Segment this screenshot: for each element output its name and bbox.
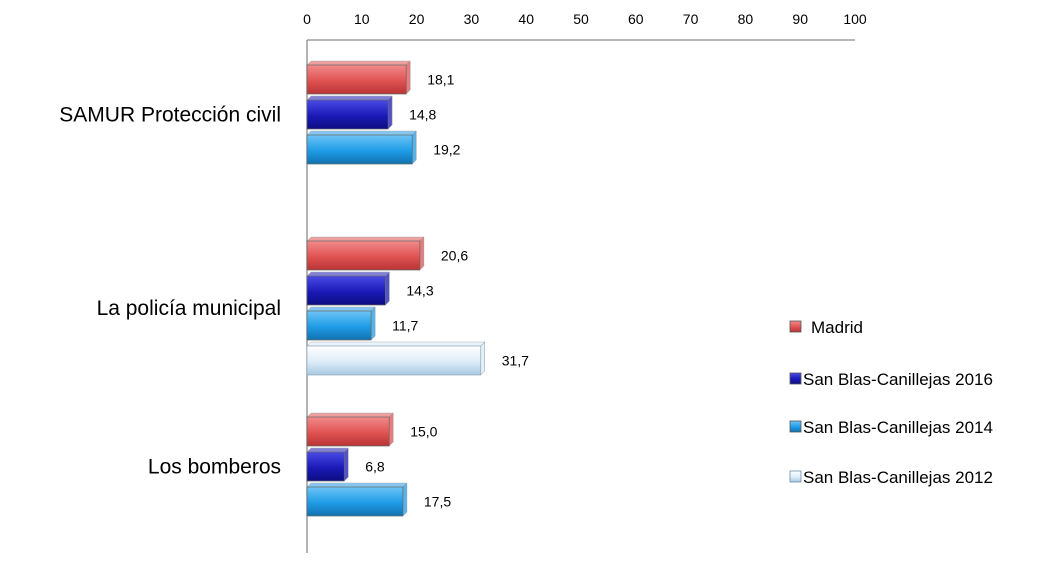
legend-item-san-blas-canillejas-2016: San Blas-Canillejas 2016	[789, 370, 993, 389]
data-label: 14,3	[406, 283, 433, 299]
bar-san-blas-canillejas-2014-samur-proteccion-civil	[306, 130, 417, 165]
x-tick-label: 40	[518, 11, 534, 27]
legend-label: Madrid	[811, 318, 863, 337]
data-label: 17,5	[424, 494, 451, 510]
x-tick-label: 80	[738, 11, 754, 27]
x-tick-label: 60	[628, 11, 644, 27]
legend-item-san-blas-canillejas-2012: San Blas-Canillejas 2012	[789, 468, 993, 487]
category-label-samur-proteccion-civil: SAMUR Protección civil	[59, 104, 281, 127]
data-label: 20,6	[441, 248, 468, 264]
bar-san-blas-canillejas-2014-los-bomberos	[306, 482, 408, 517]
bar-san-blas-canillejas-2012-la-policia-municipal	[306, 341, 486, 376]
category-label-los-bomberos: Los bomberos	[148, 456, 281, 479]
x-tick-label: 100	[843, 11, 867, 27]
bar-san-blas-canillejas-2016-samur-proteccion-civil	[306, 95, 393, 130]
x-tick-label: 70	[683, 11, 699, 27]
data-label: 15,0	[410, 424, 437, 440]
x-tick-label: 30	[464, 11, 480, 27]
legend-swatch	[789, 320, 802, 333]
legend-label: San Blas-Canillejas 2014	[803, 418, 993, 437]
x-tick-label: 0	[303, 11, 311, 27]
legend-swatch	[789, 420, 802, 433]
legend: Madrid San Blas-Canillejas 2016 San Blas-C…	[789, 318, 993, 487]
bars-layer	[306, 60, 486, 517]
legend-swatch	[789, 372, 802, 385]
data-label: 31,7	[502, 353, 529, 369]
bar-san-blas-canillejas-2016-los-bomberos	[306, 447, 349, 482]
x-tick-label: 20	[409, 11, 425, 27]
data-label: 18,1	[427, 72, 454, 88]
legend-item-san-blas-canillejas-2014: San Blas-Canillejas 2014	[789, 418, 993, 437]
bar-san-blas-canillejas-2014-la-policia-municipal	[306, 306, 376, 341]
x-tick-label: 90	[792, 11, 808, 27]
legend-label: San Blas-Canillejas 2016	[803, 370, 993, 389]
data-label: 11,7	[392, 318, 418, 334]
data-label: 19,2	[433, 142, 460, 158]
category-label-la-policia-municipal: La policía municipal	[97, 297, 281, 320]
bar-madrid-samur-proteccion-civil	[306, 60, 411, 95]
x-tick-label: 10	[354, 11, 370, 27]
data-label: 14,8	[409, 107, 436, 123]
legend-item-madrid: Madrid	[789, 318, 863, 337]
axis-layer: 0 10 20 30 40 50 60 70 80 90 100	[303, 11, 867, 553]
legend-swatch	[789, 470, 802, 483]
x-tick-label: 50	[573, 11, 589, 27]
bar-madrid-los-bomberos	[306, 412, 394, 447]
legend-label: San Blas-Canillejas 2012	[803, 468, 993, 487]
labels-layer: SAMUR Protección civil La policía municip…	[59, 72, 529, 510]
bar-san-blas-canillejas-2016-la-policia-municipal	[306, 271, 390, 306]
data-label: 6,8	[365, 459, 385, 475]
bar-madrid-la-policia-municipal	[306, 236, 425, 271]
